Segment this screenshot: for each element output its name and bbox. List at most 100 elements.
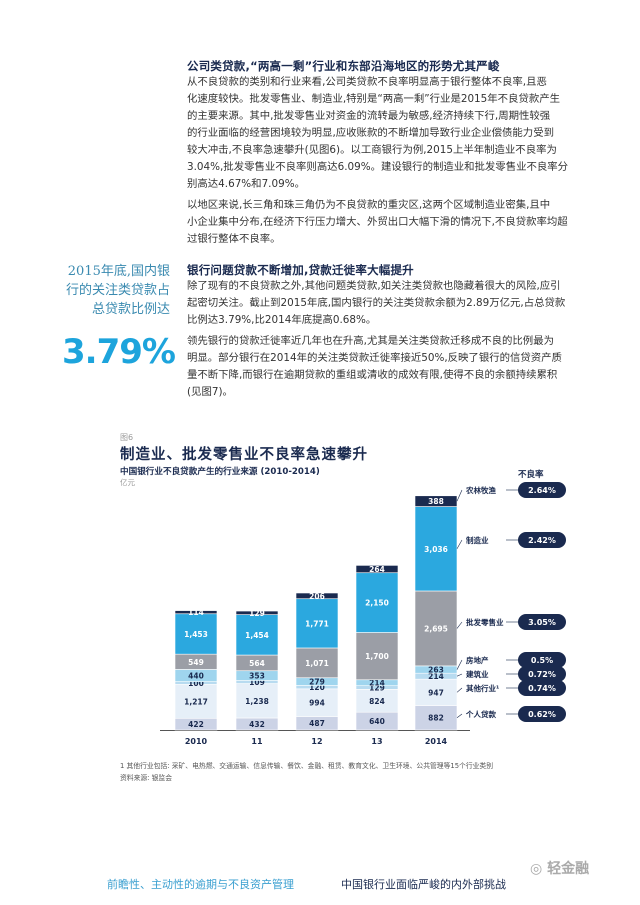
section-heading-corporate-loans: 公司类贷款,“两高一剩”行业和东部沿海地区的形势尤其严峻 xyxy=(187,59,500,73)
segment-label: 个人贷款 xyxy=(465,709,496,719)
footer-left-title: 前瞻性、主动性的逾期与不良资产管理 xyxy=(107,878,294,891)
bar-segment xyxy=(414,590,458,667)
pull-quote-line: 2015年底,国内银 xyxy=(67,264,170,279)
x-tick-label: 2010 xyxy=(185,737,208,746)
watermark-logo: ◎ 轻金融 xyxy=(530,858,589,878)
text-line: 起密切关注。截止到2015年底,国内银行的关注类贷款余额为2.89万亿元,占总贷… xyxy=(187,297,566,309)
text-line: 除了现有的不良贷款之外,其他问题类贷款,如关注类贷款也隐藏着很大的风险,应引 xyxy=(187,280,561,292)
data-label: 206 xyxy=(309,592,325,601)
x-tick-label: 12 xyxy=(311,737,322,746)
segment-label: 批发零售业 xyxy=(466,617,504,627)
bar-segment xyxy=(414,705,458,731)
segment-label: 制造业 xyxy=(466,535,489,545)
x-tick-label: 2014 xyxy=(425,737,448,746)
rate-column-header: 不良率 xyxy=(518,470,544,480)
bar-segment xyxy=(235,683,279,719)
bar-segment xyxy=(355,572,399,633)
rate-badge-text: 2.42% xyxy=(528,536,556,545)
rate-badge xyxy=(518,706,566,722)
footer-right-title: 中国银行业面临严峻的内外部挑战 xyxy=(341,878,506,891)
figure-title: 制造业、批发零售业不良率急速攀升 xyxy=(120,447,368,463)
rate-badge xyxy=(518,652,566,668)
pull-quote-line: 总贷款比例达 xyxy=(91,302,170,317)
text-line: (见图7)。 xyxy=(187,386,233,398)
text-line: 小企业集中分布,在经济下行压力增大、外贸出口大幅下滑的情况下,不良贷款率均超 xyxy=(187,216,568,228)
segment-label: 房地产 xyxy=(466,655,489,665)
bar-segment xyxy=(235,610,279,615)
segment-label: 其他行业¹ xyxy=(466,683,499,693)
data-label: 1,453 xyxy=(184,630,208,639)
rate-badge xyxy=(518,614,566,630)
rate-badge xyxy=(518,666,566,682)
data-label: 214 xyxy=(428,672,444,681)
bar-segment xyxy=(235,614,279,656)
data-label: 129 xyxy=(369,684,385,693)
leader-line xyxy=(456,673,463,677)
data-label: 947 xyxy=(428,688,444,697)
rate-badge-text: 0.5% xyxy=(531,656,553,665)
bar-segment xyxy=(295,688,339,717)
text-line: 3.04%,批发零售业不良率则高达6.09%。建设银行的制造业和批发零售业不良率… xyxy=(187,161,569,173)
paragraph-regions: 以地区来说,长三角和珠三角仍为不良贷款的重灾区,这两个区域制造业密集,且中 小企… xyxy=(187,197,602,248)
leader-line xyxy=(456,713,463,718)
data-label: 432 xyxy=(249,720,265,729)
data-label: 353 xyxy=(249,672,265,681)
segment-label: 建筑业 xyxy=(465,669,489,679)
data-label: 1,771 xyxy=(305,619,329,628)
data-label: 388 xyxy=(428,497,444,506)
bar-segment xyxy=(295,592,339,600)
data-label: 3,036 xyxy=(424,545,448,554)
leader-line xyxy=(456,621,463,629)
data-label: 422 xyxy=(188,720,204,729)
data-label: 824 xyxy=(369,697,385,706)
data-label: 487 xyxy=(309,719,325,728)
data-label: 279 xyxy=(309,678,325,687)
data-label: 100 xyxy=(188,679,204,688)
bar-segment xyxy=(174,684,218,719)
data-label: 1,238 xyxy=(245,697,269,706)
data-label: 1,217 xyxy=(184,697,208,706)
data-label: 109 xyxy=(249,678,265,687)
data-label: 882 xyxy=(428,714,444,723)
figure-subtitle: 中国银行业不良贷款产生的行业来源 (2010-2014) xyxy=(120,467,320,477)
bar-segment xyxy=(414,506,458,592)
figure-unit: 亿元 xyxy=(120,478,135,487)
text-line: 领先银行的贷款迁徙率近几年也在升高,尤其是关注类贷款迁移成不良的比例最为 xyxy=(187,335,554,347)
data-label: 1,700 xyxy=(365,652,389,661)
text-line: 较大冲击,不良率急速攀升(见图6)。以工商银行为例,2015上半年制造业不良率为 xyxy=(187,144,557,156)
data-label: 264 xyxy=(369,565,385,574)
text-line: 的行业面临的经营困境较为明显,应收账款的不断增加导致行业企业偿债能力受到 xyxy=(187,127,554,139)
data-label: 2,695 xyxy=(424,624,448,633)
paragraph-migration-rate: 领先银行的贷款迁徙率近几年也在升高,尤其是关注类贷款迁移成不良的比例最为 明显。… xyxy=(187,333,602,401)
rate-badge-text: 0.62% xyxy=(528,710,556,719)
text-line: 的主要来源。其中,批发零售业对资金的流转最为敏感,经济持续下行,周期性较强 xyxy=(187,110,551,122)
leader-line xyxy=(456,539,463,549)
rate-badge-text: 0.72% xyxy=(528,670,556,679)
bar-segment xyxy=(414,678,458,706)
paragraph-corporate-loans: 从不良贷款的类别和行业来看,公司类贷款不良率明显高于银行整体不良率,且恶 化速度… xyxy=(187,74,602,193)
bar-segment xyxy=(174,610,218,615)
data-label: 129 xyxy=(249,609,265,618)
data-label: 994 xyxy=(309,699,325,708)
x-tick-label: 13 xyxy=(371,737,382,746)
data-label: 114 xyxy=(188,608,204,617)
data-label: 263 xyxy=(428,666,444,675)
rate-badge xyxy=(518,680,566,696)
rate-badge-text: 3.05% xyxy=(528,618,556,627)
figure-source: 资料来源: 银监会 xyxy=(120,774,173,782)
text-line: 以地区来说,长三角和珠三角仍为不良贷款的重灾区,这两个区域制造业密集,且中 xyxy=(187,199,551,211)
bar-segment xyxy=(355,565,399,574)
data-label: 1,071 xyxy=(305,659,329,668)
watermark-text: 轻金融 xyxy=(547,861,590,877)
text-line: 别高达4.67%和7.09%。 xyxy=(187,178,305,190)
data-label: 2,150 xyxy=(365,599,389,608)
leader-line xyxy=(456,489,463,502)
data-label: 564 xyxy=(249,659,265,668)
text-line: 明显。部分银行在2014年的关注类贷款迁徙率接近50%,反映了银行的信贷资产质 xyxy=(187,352,562,364)
text-line: 过银行整体不良率。 xyxy=(187,233,281,245)
text-line: 量不断下降,而银行在逾期贷款的重组或清收的成效有限,使得不良的余额持续累积 xyxy=(187,369,558,381)
rate-badge-text: 2.64% xyxy=(528,486,556,495)
rate-badge-text: 0.74% xyxy=(528,684,556,693)
paragraph-problem-loans: 除了现有的不良贷款之外,其他问题类贷款,如关注类贷款也隐藏着很大的风险,应引 起… xyxy=(187,278,602,329)
